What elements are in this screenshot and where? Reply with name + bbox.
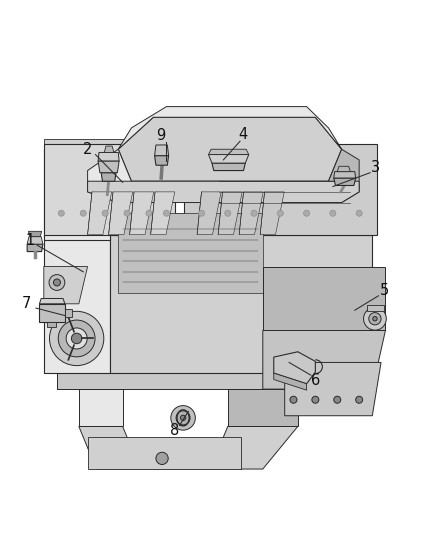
Polygon shape <box>197 192 221 235</box>
Text: 7: 7 <box>21 296 31 311</box>
Polygon shape <box>239 192 263 235</box>
Polygon shape <box>328 149 359 203</box>
Polygon shape <box>334 178 356 185</box>
Circle shape <box>156 452 168 465</box>
Circle shape <box>251 210 257 216</box>
Polygon shape <box>337 166 350 172</box>
Circle shape <box>49 311 104 366</box>
Circle shape <box>277 210 283 216</box>
Polygon shape <box>44 144 175 235</box>
Polygon shape <box>47 322 56 327</box>
Polygon shape <box>274 352 315 384</box>
Circle shape <box>198 210 205 216</box>
Polygon shape <box>44 235 110 373</box>
Text: 1: 1 <box>25 233 35 248</box>
Polygon shape <box>79 389 123 426</box>
Circle shape <box>49 274 65 290</box>
Text: 3: 3 <box>371 160 380 175</box>
Polygon shape <box>44 266 88 304</box>
Polygon shape <box>88 437 241 469</box>
Polygon shape <box>212 163 245 171</box>
Circle shape <box>171 406 195 430</box>
Polygon shape <box>208 155 249 163</box>
Text: 6: 6 <box>311 373 320 388</box>
Polygon shape <box>208 149 249 155</box>
Circle shape <box>356 210 362 216</box>
Polygon shape <box>39 304 65 322</box>
Text: 4: 4 <box>238 127 248 142</box>
Text: 2: 2 <box>83 142 92 157</box>
Polygon shape <box>104 146 114 152</box>
Polygon shape <box>44 235 110 373</box>
Circle shape <box>373 317 377 321</box>
Circle shape <box>58 320 95 357</box>
Circle shape <box>364 308 386 330</box>
Polygon shape <box>65 309 72 317</box>
Polygon shape <box>109 192 133 235</box>
Circle shape <box>304 210 310 216</box>
Polygon shape <box>285 362 381 416</box>
Text: 8: 8 <box>170 423 179 438</box>
Circle shape <box>334 396 341 403</box>
Polygon shape <box>98 161 119 173</box>
Polygon shape <box>57 266 123 389</box>
Circle shape <box>163 210 170 216</box>
Polygon shape <box>101 173 116 181</box>
Polygon shape <box>228 389 298 426</box>
Polygon shape <box>118 107 342 149</box>
Circle shape <box>369 312 381 325</box>
Polygon shape <box>44 149 110 240</box>
Circle shape <box>330 210 336 216</box>
Circle shape <box>356 396 363 403</box>
Circle shape <box>146 210 152 216</box>
Circle shape <box>80 210 86 216</box>
Polygon shape <box>334 172 356 178</box>
Polygon shape <box>118 117 342 181</box>
Polygon shape <box>263 330 385 389</box>
Polygon shape <box>39 298 65 304</box>
Polygon shape <box>88 181 359 203</box>
Polygon shape <box>151 192 175 235</box>
Polygon shape <box>27 244 43 252</box>
Circle shape <box>58 210 64 216</box>
Polygon shape <box>88 192 112 235</box>
Circle shape <box>176 411 190 425</box>
Circle shape <box>312 396 319 403</box>
Polygon shape <box>367 305 384 311</box>
Polygon shape <box>44 139 188 149</box>
Polygon shape <box>274 373 307 390</box>
Polygon shape <box>130 192 154 235</box>
Text: 9: 9 <box>156 128 166 143</box>
Circle shape <box>180 415 186 421</box>
Text: 5: 5 <box>380 283 389 298</box>
Polygon shape <box>184 144 377 235</box>
Polygon shape <box>118 213 263 293</box>
Polygon shape <box>44 213 372 235</box>
Polygon shape <box>28 231 42 237</box>
Circle shape <box>71 333 82 344</box>
Polygon shape <box>260 192 284 235</box>
Polygon shape <box>228 266 372 389</box>
Polygon shape <box>263 266 385 330</box>
Polygon shape <box>155 156 169 165</box>
Circle shape <box>53 279 60 286</box>
Circle shape <box>225 210 231 216</box>
Circle shape <box>290 396 297 403</box>
Circle shape <box>66 328 87 349</box>
Polygon shape <box>110 235 372 373</box>
Circle shape <box>102 210 108 216</box>
Polygon shape <box>155 145 169 156</box>
Polygon shape <box>98 152 119 161</box>
Polygon shape <box>27 237 43 244</box>
Circle shape <box>124 210 130 216</box>
Polygon shape <box>79 426 298 469</box>
Polygon shape <box>57 266 372 389</box>
Polygon shape <box>218 192 242 235</box>
Polygon shape <box>88 149 131 203</box>
